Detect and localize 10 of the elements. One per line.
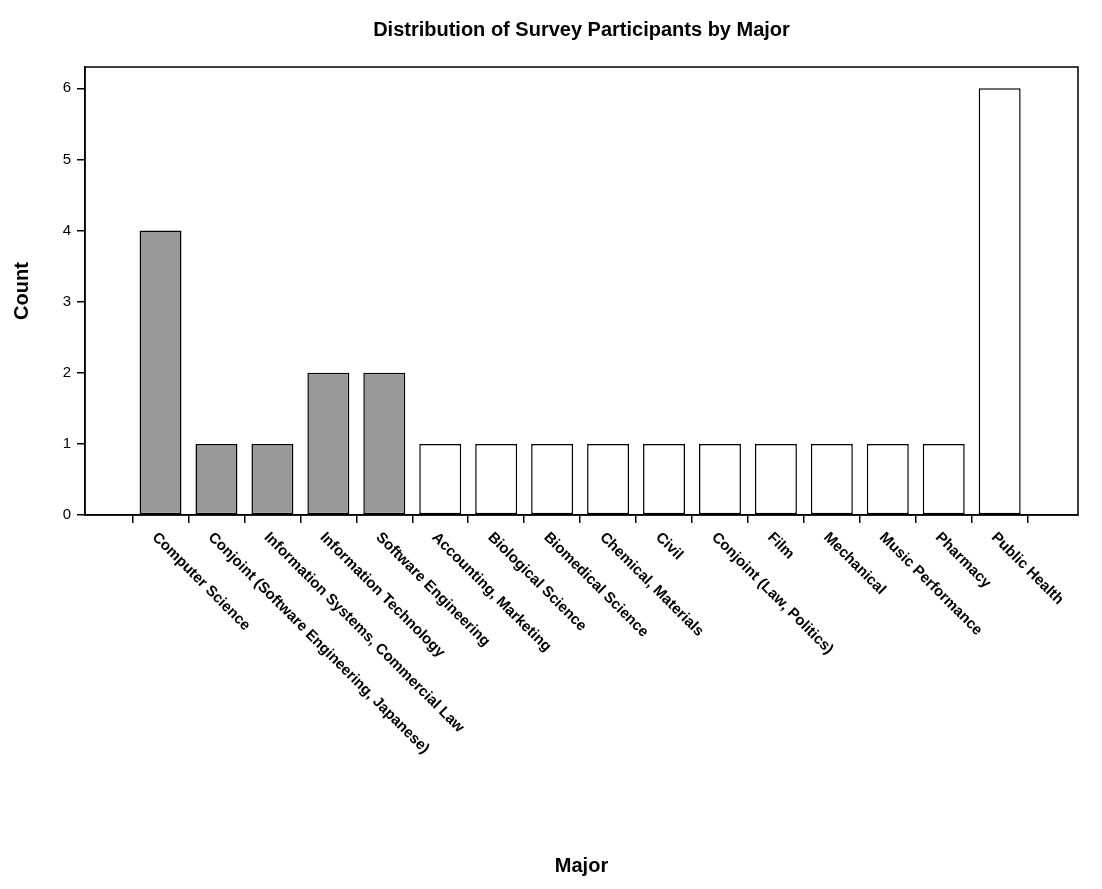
y-axis-title: Count bbox=[9, 261, 32, 320]
y-tick-label: 2 bbox=[62, 362, 71, 380]
y-tick-label: 1 bbox=[62, 434, 71, 452]
chart-title: Distribution of Survey Participants by Major bbox=[373, 17, 791, 40]
x-axis-title: Major bbox=[554, 853, 609, 876]
y-tick-label: 4 bbox=[62, 220, 71, 238]
y-tick-label: 3 bbox=[62, 291, 71, 309]
y-tick-label: 5 bbox=[62, 149, 71, 167]
y-tick-label: 0 bbox=[62, 505, 71, 523]
y-tick-label: 6 bbox=[62, 78, 71, 96]
